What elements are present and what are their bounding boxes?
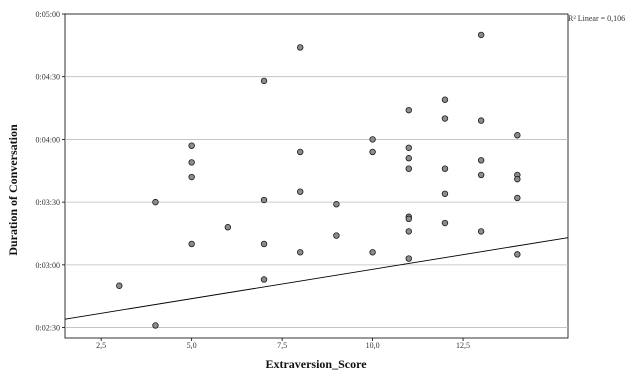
data-point [514,251,521,258]
data-point [369,249,376,256]
data-point [369,136,376,143]
data-point [514,132,521,139]
data-point [441,190,449,197]
x-axis-ticks: 2,5 5,0 7,5 10,0 12,5 [96,338,470,350]
data-point [405,144,412,151]
data-point [514,175,521,183]
data-point [333,201,340,208]
y-tick-label: 0:03:00 [36,261,60,270]
data-point [297,148,304,156]
data-point [260,77,268,85]
data-point [152,198,159,206]
data-point [441,219,449,227]
x-tick-label: 10,0 [366,341,380,350]
x-axis-title: Extraversion_Score [265,357,367,371]
data-point [405,155,412,162]
data-point [441,115,449,122]
data-point [297,249,304,256]
data-point [260,196,268,204]
data-point [477,171,485,179]
data-point [188,142,195,149]
data-point [514,194,521,202]
data-point [405,255,412,262]
x-tick-label: 2,5 [96,341,106,350]
data-points [116,31,521,329]
gridlines [65,76,568,328]
data-point [405,215,412,223]
fit-line-label: R² Linear = 0,106 [568,14,625,23]
data-point [260,240,268,248]
data-point [405,165,412,172]
x-tick-label: 5,0 [187,341,197,350]
data-point [333,232,340,239]
y-tick-label: 0:04:30 [36,73,60,82]
data-point [441,96,449,103]
data-point [152,322,159,329]
data-point [369,148,376,156]
data-point [188,240,195,248]
data-point [116,282,123,289]
y-axis-ticks: 0:02:30 0:03:00 0:03:30 0:04:00 0:04:30 0:05:… [36,10,65,333]
data-point [260,276,268,283]
data-point [297,44,304,51]
x-tick-label: 12,5 [456,341,470,350]
y-tick-label: 0:03:30 [36,198,60,207]
y-tick-label: 0:02:30 [36,324,60,333]
y-axis-title: Duration of Conversation [6,124,20,256]
data-point [188,159,195,166]
data-point [477,31,485,39]
data-point [405,106,412,114]
data-point [224,224,232,231]
plot-area [64,13,569,339]
data-point [188,173,195,181]
data-point [477,228,485,235]
x-tick-label: 7,5 [277,341,287,350]
data-point [477,157,485,164]
y-tick-label: 0:04:00 [36,135,60,144]
fit-line [64,237,569,320]
data-point [297,188,304,195]
data-point [405,228,412,235]
data-point [441,165,449,172]
data-point [477,117,485,124]
y-tick-label: 0:05:00 [36,10,60,19]
